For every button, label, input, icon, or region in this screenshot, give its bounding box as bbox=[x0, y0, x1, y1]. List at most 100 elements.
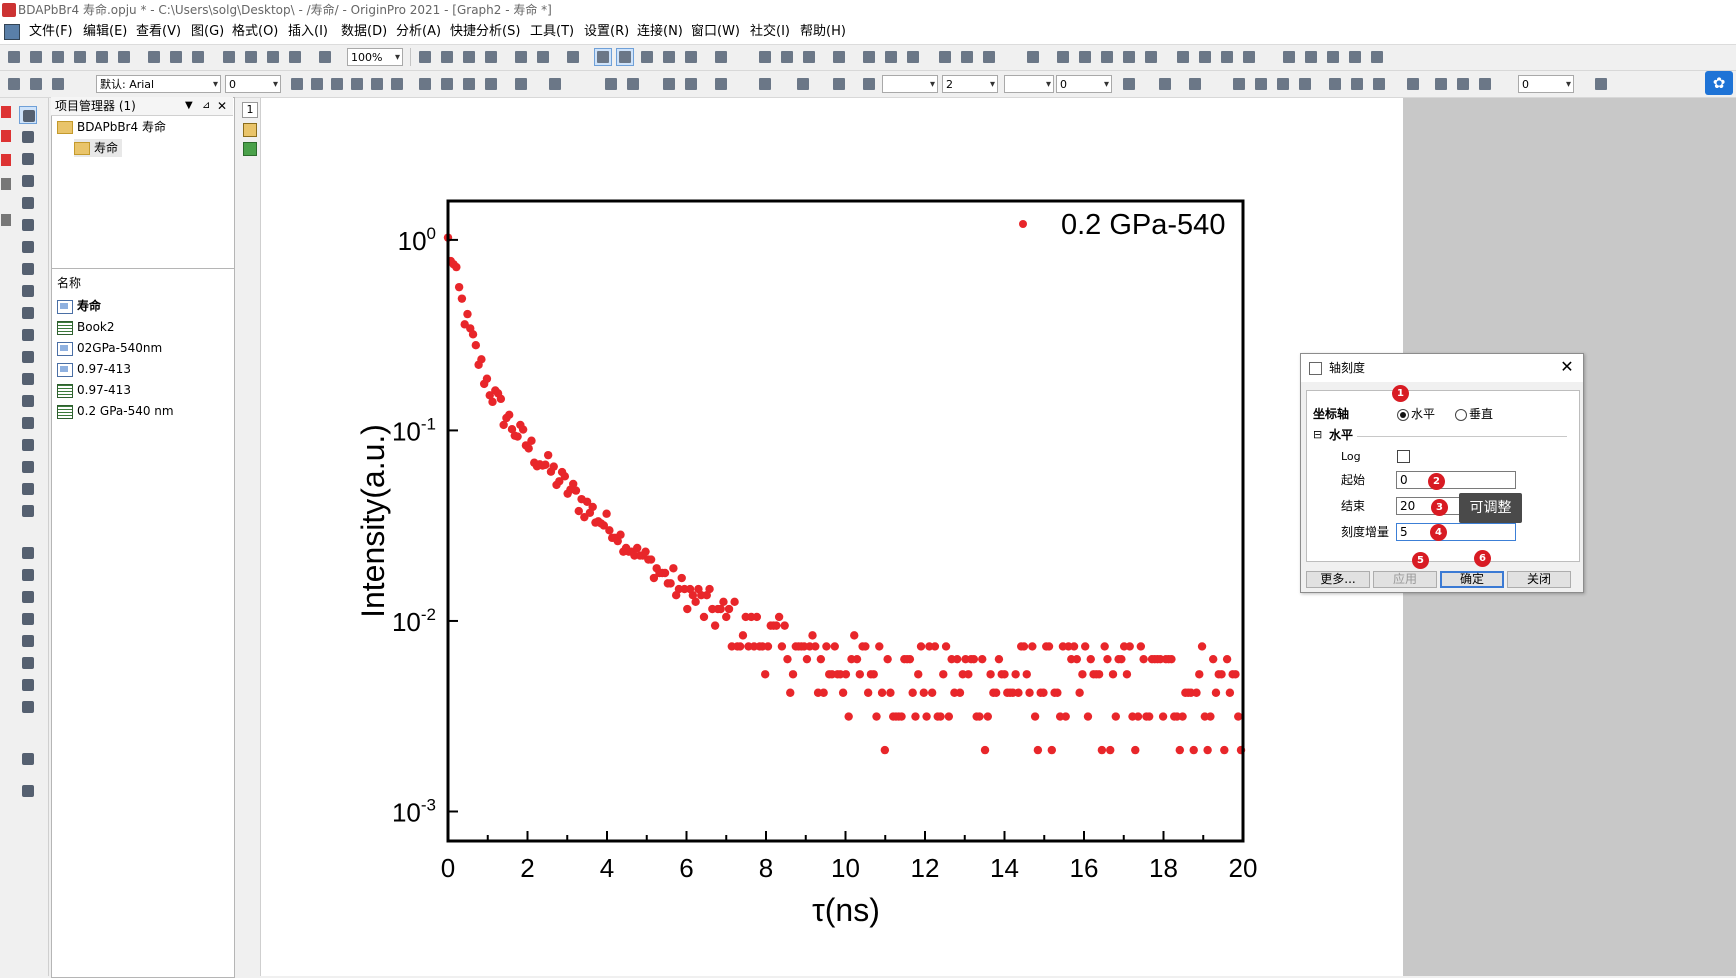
rotate-3d-icon[interactable] bbox=[19, 480, 37, 498]
window-menu-icon[interactable] bbox=[4, 24, 20, 40]
line-style-combo[interactable] bbox=[882, 75, 938, 94]
insert-worksheet-icon[interactable] bbox=[19, 698, 37, 716]
import-icon[interactable] bbox=[1280, 48, 1298, 66]
line-width-combo[interactable]: 2 bbox=[942, 75, 998, 94]
arrow-tool-icon[interactable] bbox=[19, 348, 37, 366]
zoom-in-tool-icon[interactable] bbox=[19, 128, 37, 146]
menu-insert[interactable]: 插入(I) bbox=[288, 24, 328, 39]
rotation-combo[interactable]: 0 bbox=[1518, 75, 1574, 94]
new-excel-icon[interactable] bbox=[189, 48, 207, 66]
previous-icon[interactable] bbox=[1196, 48, 1214, 66]
increase-font-icon[interactable] bbox=[438, 75, 456, 93]
decrease-indent-icon[interactable] bbox=[682, 75, 700, 93]
insert-object-icon[interactable] bbox=[19, 676, 37, 694]
copy-icon[interactable] bbox=[27, 75, 45, 93]
region-selector-icon[interactable] bbox=[19, 238, 37, 256]
import-wizard-icon[interactable] bbox=[1324, 48, 1342, 66]
menu-graph[interactable]: 图(G) bbox=[191, 24, 225, 39]
menu-window[interactable]: 窗口(W) bbox=[691, 24, 740, 39]
bold-icon[interactable] bbox=[288, 75, 306, 93]
close-button[interactable]: 关闭 bbox=[1507, 571, 1571, 588]
graph-settings-icon[interactable] bbox=[1476, 75, 1494, 93]
dock-tab-marker[interactable] bbox=[1, 154, 11, 166]
menu-quick-analysis[interactable]: 快捷分析(S) bbox=[450, 24, 521, 39]
screen-reader-icon[interactable] bbox=[19, 172, 37, 190]
last-icon[interactable] bbox=[1240, 48, 1258, 66]
ungroup-icon[interactable] bbox=[1348, 75, 1366, 93]
pattern-icon[interactable] bbox=[794, 75, 812, 93]
timestamp-icon[interactable] bbox=[19, 610, 37, 628]
save-project-icon[interactable] bbox=[264, 48, 282, 66]
new-notes-icon[interactable] bbox=[167, 48, 185, 66]
group-icon[interactable] bbox=[1326, 75, 1344, 93]
annotation-icon[interactable] bbox=[19, 326, 37, 344]
command-window-icon[interactable] bbox=[616, 48, 634, 66]
sum-icon[interactable] bbox=[756, 48, 774, 66]
horizontal-radio[interactable] bbox=[1397, 409, 1409, 421]
greek-icon[interactable] bbox=[416, 75, 434, 93]
collapse-icon[interactable]: ⊟ bbox=[1313, 428, 1323, 441]
new-function-icon[interactable] bbox=[115, 48, 133, 66]
list-item[interactable]: Book2 bbox=[57, 318, 115, 336]
mask-icon[interactable] bbox=[1024, 48, 1042, 66]
layer-tab[interactable]: 1 bbox=[242, 102, 258, 118]
symbol-icon[interactable] bbox=[860, 75, 878, 93]
insert-graph-icon[interactable] bbox=[19, 436, 37, 454]
increase-indent-icon[interactable] bbox=[660, 75, 678, 93]
cut-icon[interactable] bbox=[5, 75, 23, 93]
duplicate-icon[interactable] bbox=[460, 48, 478, 66]
plot-setup-icon[interactable] bbox=[1454, 75, 1472, 93]
menu-edit[interactable]: 编辑(E) bbox=[83, 24, 128, 39]
border-icon[interactable] bbox=[512, 75, 530, 93]
set-values-icon[interactable] bbox=[830, 48, 848, 66]
new-layout-icon[interactable] bbox=[145, 48, 163, 66]
code-builder-icon[interactable] bbox=[512, 48, 530, 66]
pattern-fill-icon[interactable] bbox=[1120, 75, 1138, 93]
new-workbook-icon[interactable] bbox=[49, 48, 67, 66]
mask-tool-icon[interactable] bbox=[19, 260, 37, 278]
insert-table-icon[interactable] bbox=[19, 458, 37, 476]
filter-options-icon[interactable] bbox=[980, 48, 998, 66]
list-item[interactable]: 寿命 bbox=[57, 297, 101, 315]
vertical-radio[interactable] bbox=[1455, 409, 1467, 421]
menu-help[interactable]: 帮助(H) bbox=[800, 24, 846, 39]
paste-icon[interactable] bbox=[49, 75, 67, 93]
refresh-icon[interactable] bbox=[438, 48, 456, 66]
x-column-icon[interactable] bbox=[1054, 48, 1072, 66]
text-tool-icon[interactable] bbox=[19, 304, 37, 322]
sigma-icon[interactable] bbox=[1592, 75, 1610, 93]
connector-icon[interactable] bbox=[1368, 48, 1386, 66]
pointer-tool-icon[interactable] bbox=[19, 106, 37, 124]
new-graph-icon[interactable] bbox=[71, 48, 89, 66]
data-reader-icon[interactable] bbox=[19, 194, 37, 212]
line-tool-icon[interactable] bbox=[19, 370, 37, 388]
zoom-out-tool-icon[interactable] bbox=[19, 150, 37, 168]
ok-button[interactable]: 确定 bbox=[1440, 571, 1504, 588]
menu-view[interactable]: 查看(V) bbox=[136, 24, 182, 39]
superscript-icon[interactable] bbox=[368, 75, 386, 93]
list-column-header[interactable]: 名称 bbox=[57, 276, 82, 290]
clear-filter-icon[interactable] bbox=[958, 48, 976, 66]
color-scale-icon[interactable] bbox=[19, 544, 37, 562]
dialog-close-icon[interactable]: ✕ bbox=[1560, 357, 1574, 376]
move-3d-icon[interactable] bbox=[19, 502, 37, 520]
object-manager-icon[interactable] bbox=[594, 48, 612, 66]
dock-tab-marker[interactable] bbox=[1, 130, 11, 142]
menu-connect[interactable]: 连接(N) bbox=[637, 24, 683, 39]
apply-button[interactable]: 应用 bbox=[1373, 571, 1437, 588]
merge-icon[interactable] bbox=[602, 75, 620, 93]
dock-tab-marker[interactable] bbox=[1, 106, 11, 118]
recalculate-icon[interactable] bbox=[316, 48, 334, 66]
dock-tab-marker[interactable] bbox=[1, 178, 11, 190]
lock-icon[interactable] bbox=[243, 123, 257, 137]
legend[interactable]: 0.2 GPa-540 bbox=[1019, 209, 1225, 241]
layer-legend-icon[interactable] bbox=[19, 588, 37, 606]
sort-icon[interactable] bbox=[800, 48, 818, 66]
start-input[interactable]: 0 bbox=[1396, 471, 1516, 489]
decrease-font-icon[interactable] bbox=[460, 75, 478, 93]
underline-icon[interactable] bbox=[328, 75, 346, 93]
subscript-icon[interactable] bbox=[348, 75, 366, 93]
rescale-icon[interactable] bbox=[1432, 75, 1450, 93]
align-left-icon[interactable] bbox=[482, 75, 500, 93]
list-item[interactable]: 02GPa-540nm bbox=[57, 339, 162, 357]
